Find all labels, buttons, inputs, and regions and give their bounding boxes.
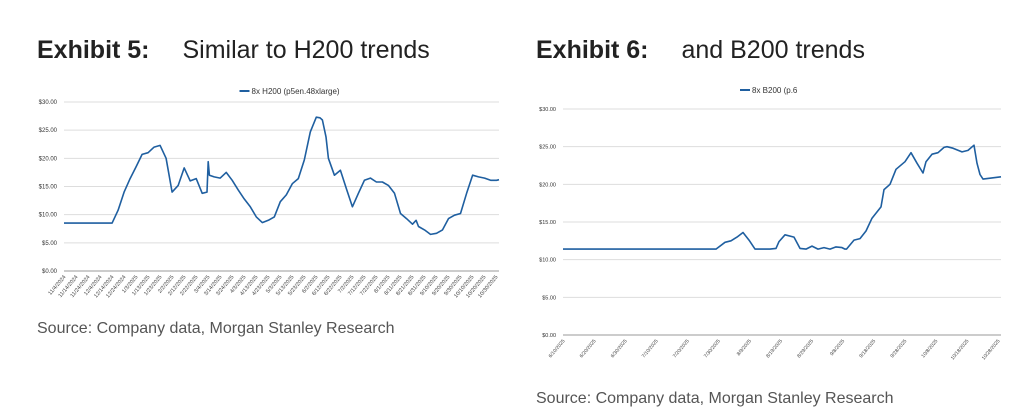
x-tick-label: 10/8/2025 bbox=[920, 338, 939, 359]
exhibit-6-heading: Exhibit 6: and B200 trends bbox=[536, 36, 865, 65]
x-tick-label: 9/18/2025 bbox=[858, 338, 877, 359]
y-tick-label: $25.00 bbox=[39, 128, 58, 134]
x-tick-label: 10/28/2025 bbox=[981, 338, 1002, 361]
y-tick-label: $10.00 bbox=[39, 213, 58, 219]
x-tick-label: 9/28/2025 bbox=[889, 338, 908, 359]
y-tick-label: $5.00 bbox=[42, 241, 58, 247]
exhibit-5-heading: Exhibit 5: Similar to H200 trends bbox=[37, 36, 430, 65]
x-tick-label: 7/30/2025 bbox=[703, 338, 722, 359]
y-tick-label: $15.00 bbox=[539, 220, 556, 226]
exhibit-6-label: Exhibit 6: bbox=[536, 36, 649, 64]
exhibit-6-title: and B200 trends bbox=[681, 36, 865, 64]
exhibit-5-title: Similar to H200 trends bbox=[182, 36, 430, 64]
x-tick-label: 10/18/2025 bbox=[950, 338, 971, 361]
price-series-line bbox=[64, 116, 500, 236]
x-tick-label: 8/29/2025 bbox=[796, 338, 815, 359]
y-tick-label: $20.00 bbox=[39, 156, 58, 162]
y-tick-label: $25.00 bbox=[539, 145, 556, 151]
x-tick-label: 8/9/2025 bbox=[736, 338, 753, 357]
y-tick-label: $0.00 bbox=[42, 269, 58, 275]
x-tick-label: 6/10/2025 bbox=[548, 338, 567, 359]
y-tick-label: $10.00 bbox=[539, 258, 556, 264]
y-tick-label: $20.00 bbox=[539, 182, 556, 188]
exhibit-6-source: Source: Company data, Morgan Stanley Res… bbox=[536, 390, 894, 407]
legend-label: 8x H200 (p5en.48xlarge) bbox=[252, 87, 340, 96]
x-tick-label: 6/30/2025 bbox=[610, 338, 629, 359]
y-tick-label: $0.00 bbox=[542, 333, 556, 339]
x-tick-label: 9/8/2025 bbox=[829, 338, 846, 357]
exhibit-5-source: Source: Company data, Morgan Stanley Res… bbox=[37, 320, 395, 337]
y-tick-label: $5.00 bbox=[542, 295, 556, 301]
price-series-line bbox=[563, 144, 1002, 250]
x-tick-label: 7/10/2025 bbox=[641, 338, 660, 359]
x-tick-label: 8/19/2025 bbox=[765, 338, 784, 359]
y-tick-label: $30.00 bbox=[39, 100, 58, 106]
exhibit-5-label: Exhibit 5: bbox=[37, 36, 150, 64]
legend-label: 8x B200 (p.6 bbox=[752, 86, 798, 95]
x-tick-label: 6/20/2025 bbox=[579, 338, 598, 359]
x-tick-label: 7/20/2025 bbox=[672, 338, 691, 359]
y-tick-label: $30.00 bbox=[539, 107, 556, 113]
y-tick-label: $15.00 bbox=[39, 185, 58, 191]
